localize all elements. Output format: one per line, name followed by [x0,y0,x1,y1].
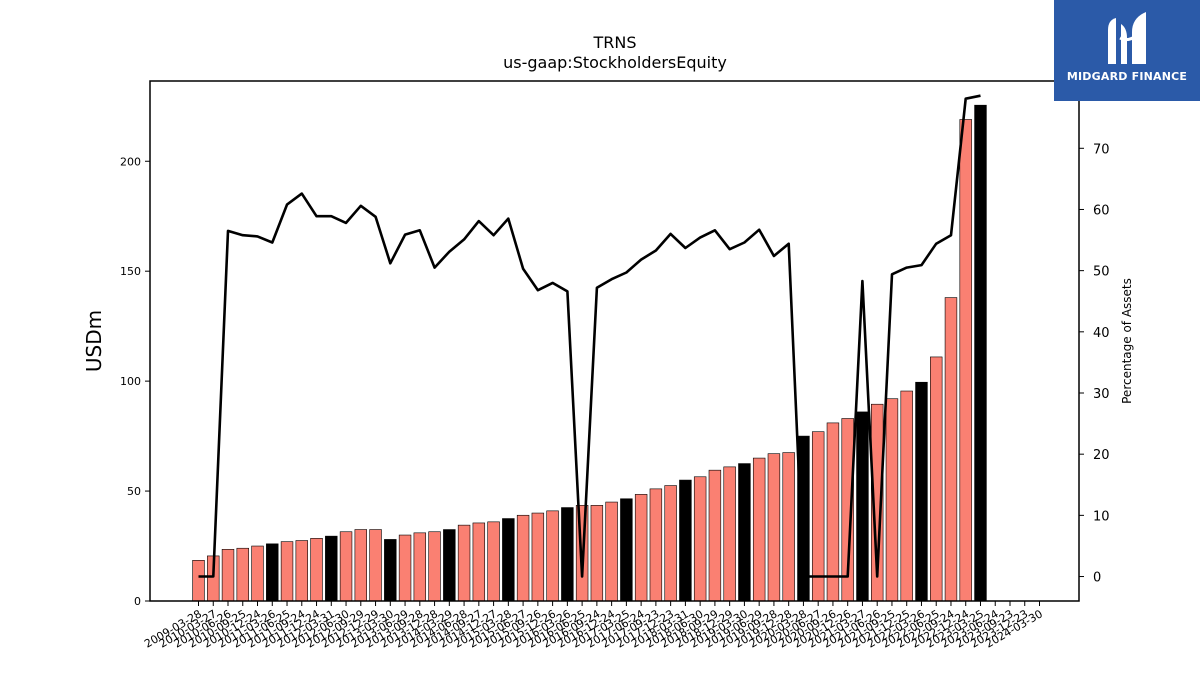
bar-2015-12-26 [546,510,559,602]
midgard-m-icon [1108,12,1146,64]
bar-2019-03-30 [738,463,751,602]
bar-2019-12-28 [782,452,795,602]
bar-2022-03-26 [915,381,928,602]
y-axis-right: 0 10 20 30 40 50 60 70 [1079,142,1110,586]
bar-2017-03-25 [620,498,633,602]
y-tick-label: 100 [120,375,141,388]
y-tick-label: 0 [134,595,141,608]
y2-tick-label: 40 [1093,326,1110,341]
y-axis-left: 0 50 100 150 200 [120,155,150,608]
bar-2011-06-25 [280,541,294,602]
bar-2014-03-29 [443,529,456,602]
bar-2021-09-25 [885,398,899,602]
bar-2011-09-24 [295,540,308,602]
bar-2013-09-28 [413,532,427,602]
y2-tick-label: 30 [1093,387,1110,402]
bar-2013-12-28 [428,531,441,602]
bar-2013-03-30 [384,539,397,602]
x-axis: 2009-03-282010-03-272010-06-262010-09-25… [142,601,1045,651]
y2-tick-label: 20 [1093,448,1110,463]
bar-2021-12-25 [900,390,913,602]
bars [192,104,987,602]
bar-2017-06-24 [634,494,648,602]
midgard-finance-logo: MIDGARD FINANCE [1054,0,1200,101]
bar-2011-03-26 [266,543,279,602]
bar-2020-09-26 [826,422,840,602]
bar-2010-12-24 [251,545,264,602]
y2-axis-label: Percentage of Assets [1120,278,1134,404]
bar-2022-09-24 [944,297,958,602]
y-tick-label: 150 [120,265,141,278]
bar-2017-12-23 [664,485,677,602]
bar-2016-12-24 [605,501,618,602]
bar-2014-12-27 [487,521,500,602]
chart-title: TRNS [592,33,636,52]
bar-2022-12-24 [959,119,972,602]
bar-2018-09-29 [708,469,722,602]
bar-2015-09-26 [531,512,545,602]
bar-2019-09-28 [767,453,781,602]
bar-2012-03-31 [325,535,338,602]
bar-2016-09-24 [590,505,604,602]
bar-2017-09-23 [649,488,663,602]
bar-2011-12-24 [310,538,323,602]
bar-2018-06-30 [693,476,707,602]
bar-2012-12-29 [369,529,382,602]
bar-2023-03-25 [974,104,987,602]
y-tick-label: 200 [120,155,141,168]
bar-2014-09-27 [472,522,486,602]
percentage-series-line [198,94,981,578]
bar-2015-06-27 [516,514,530,602]
chart-subtitle: us-gaap:StockholdersEquity [503,53,727,72]
bar-2009-03-28 [192,560,205,602]
plot-frame [149,80,1080,602]
y2-tick-label: 0 [1093,571,1101,586]
y2-tick-label: 60 [1093,203,1110,218]
bar-2018-12-29 [723,466,736,602]
y-tick-label: 50 [127,485,141,498]
bar-2022-06-25 [930,356,943,602]
y2-tick-label: 50 [1093,265,1110,280]
bar-2019-06-29 [752,457,766,602]
bar-2021-03-27 [856,411,869,602]
bar-2010-06-26 [221,549,235,602]
bar-2014-06-28 [457,524,471,602]
y2-tick-label: 10 [1093,509,1110,524]
bar-2013-06-29 [398,534,412,602]
y-axis-label: USDm [82,310,106,372]
logo-text: MIDGARD FINANCE [1066,70,1188,83]
bar-2012-09-29 [354,529,367,602]
bar-2015-03-28 [502,518,515,602]
bar-2016-03-26 [561,507,574,602]
percentage-line [198,94,981,578]
bar-2010-09-25 [236,547,249,602]
bar-2018-03-31 [679,479,692,602]
y2-tick-label: 70 [1093,142,1110,157]
bar-2012-06-30 [339,531,353,602]
